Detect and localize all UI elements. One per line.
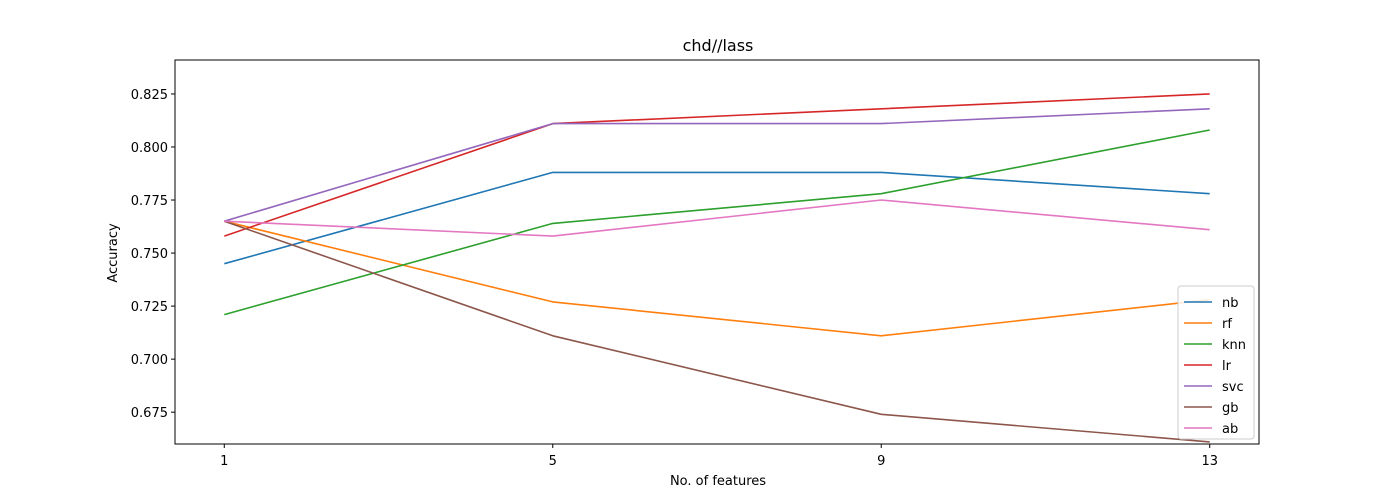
series-layer	[224, 93, 1210, 443]
y-axis-title: Accuracy	[106, 223, 121, 283]
series-line-gb	[224, 220, 1210, 443]
legend-box	[1177, 285, 1255, 440]
series-line-knn	[224, 129, 1210, 316]
y-tick-label: 0.775	[131, 194, 168, 209]
legend: nb rf knn lr svc gb ab	[1177, 285, 1255, 440]
series-line-svc	[224, 108, 1210, 222]
chart-title: chd//lass	[683, 36, 754, 55]
y-tick-label: 0.825	[131, 88, 168, 103]
legend-label-svc: svc	[1222, 380, 1244, 395]
y-tick-label: 0.675	[131, 406, 168, 421]
legend-label-rf: rf	[1222, 317, 1232, 332]
y-tick-label: 0.750	[131, 247, 168, 262]
plot-frame	[174, 59, 1260, 445]
series-line-nb	[224, 171, 1210, 265]
y-tick-label: 0.700	[131, 353, 168, 368]
legend-label-gb: gb	[1222, 401, 1239, 416]
legend-label-lr: lr	[1222, 359, 1232, 374]
y-tick-label: 0.725	[131, 300, 168, 315]
series-line-rf	[224, 220, 1210, 337]
x-tick-label: 9	[877, 454, 885, 469]
series-line-ab	[224, 199, 1210, 237]
x-axis: 1 5 9 13	[220, 444, 1218, 469]
x-tick-label: 1	[220, 454, 228, 469]
x-axis-title: No. of features	[670, 474, 766, 489]
series-line-lr	[224, 93, 1210, 237]
y-tick-label: 0.800	[131, 141, 168, 156]
x-tick-label: 13	[1201, 454, 1218, 469]
x-tick-label: 5	[549, 454, 557, 469]
legend-label-ab: ab	[1222, 422, 1238, 437]
legend-label-nb: nb	[1222, 296, 1239, 311]
y-axis: 0.675 0.700 0.725 0.750 0.775 0.800 0.825	[131, 88, 175, 421]
legend-label-knn: knn	[1222, 338, 1246, 353]
